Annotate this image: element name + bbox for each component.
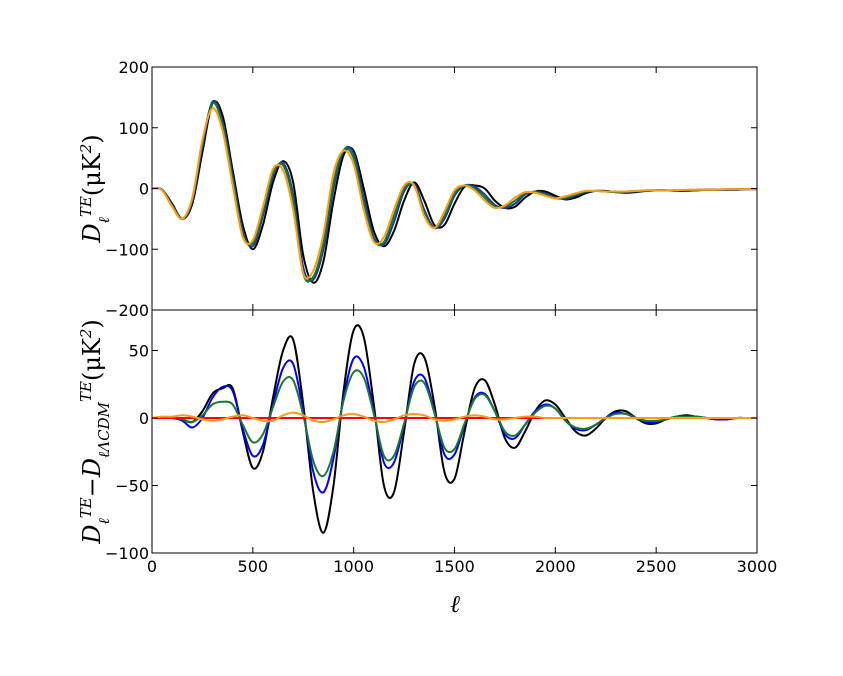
y-tick-label: 50 xyxy=(129,342,149,361)
y-tick-label: 200 xyxy=(118,58,149,77)
plot-area xyxy=(152,324,757,534)
y-axis-label-part: ℓ xyxy=(95,518,113,524)
y-axis-label-part: ΛCDM xyxy=(95,401,113,453)
plot-frame xyxy=(151,309,758,554)
y-tick-label: 100 xyxy=(118,119,149,138)
y-axis-label-part: ) xyxy=(78,319,106,328)
y-axis-label-part: (μK xyxy=(78,337,106,381)
x-tick-label: 2500 xyxy=(636,557,677,576)
series-line xyxy=(152,324,757,534)
y-axis-label-part: ℓ xyxy=(95,217,113,223)
y-axis-label: DℓTE−DℓΛCDMTE(μK2) xyxy=(77,319,113,545)
x-tick-label: 2000 xyxy=(535,557,576,576)
series-line xyxy=(152,411,757,424)
y-tick-label: 0 xyxy=(139,409,149,428)
series-line xyxy=(152,107,757,280)
y-axis-label-part: D xyxy=(78,525,106,545)
y-axis-label-part: 2 xyxy=(77,144,95,155)
y-axis-label-part: 2 xyxy=(77,329,95,340)
y-axis-label-part: (μK xyxy=(78,152,106,196)
y-axis-label-part: ) xyxy=(78,134,106,143)
y-axis-label-part: TE xyxy=(77,381,95,402)
y-axis-label: DℓTE(μK2) xyxy=(77,134,113,243)
x-tick-label: 1000 xyxy=(333,557,374,576)
x-tick-label: 500 xyxy=(238,557,269,576)
y-axis-label-part: ℓ xyxy=(95,452,113,458)
x-tick-label: 3000 xyxy=(737,557,778,576)
y-axis-label-part: −D xyxy=(78,458,106,497)
plot-area xyxy=(152,99,757,284)
y-tick-label: −50 xyxy=(115,477,149,496)
series-line xyxy=(152,369,757,478)
series-line xyxy=(152,355,757,494)
y-tick-label: −100 xyxy=(105,544,149,563)
x-axis-label: ℓ xyxy=(450,590,460,618)
y-axis-label-part: D xyxy=(78,223,106,243)
y-axis-label-part: TE xyxy=(77,196,95,217)
y-axis-label-part: TE xyxy=(77,497,95,518)
y-tick-label: −100 xyxy=(105,240,149,259)
y-tick-label: 0 xyxy=(139,180,149,199)
x-tick-label: 1500 xyxy=(434,557,475,576)
x-tick-label: 0 xyxy=(147,557,157,576)
y-tick-label: −200 xyxy=(105,301,149,320)
